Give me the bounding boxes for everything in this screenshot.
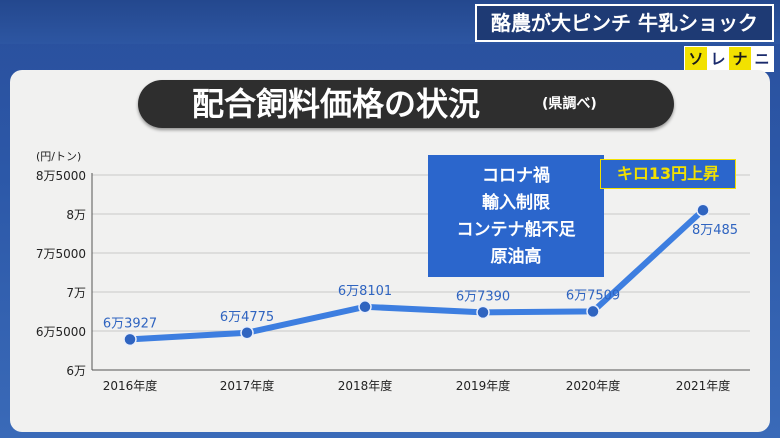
news-title: 酪農が大ピンチ 牛乳ショック bbox=[475, 4, 774, 42]
price-rise-badge: キロ13円上昇 bbox=[600, 159, 736, 189]
y-tick-label: 7万 bbox=[66, 286, 86, 300]
line-chart: 6万 6万5000 7万 7万5000 8万 8万5000 (円/トン) 2016年度 2017… bbox=[36, 150, 750, 393]
data-point bbox=[358, 300, 372, 314]
logo-char-3: ナ bbox=[729, 47, 751, 71]
reason-item: 原油高 bbox=[490, 247, 542, 267]
data-label: 6万8101 bbox=[338, 284, 392, 299]
y-unit-label: (円/トン) bbox=[36, 150, 81, 163]
reason-item: コロナ禍 bbox=[482, 166, 550, 186]
data-label: 6万7390 bbox=[456, 289, 510, 304]
reason-item: コンテナ船不足 bbox=[456, 220, 576, 240]
panel-title: 配合飼料価格の状況 bbox=[192, 85, 481, 123]
data-point bbox=[696, 203, 710, 217]
panel-title-pill: 配合飼料価格の状況 (県調べ) bbox=[138, 80, 674, 128]
x-tick-label: 2016年度 bbox=[103, 378, 158, 393]
logo-char-4: ニ bbox=[751, 47, 773, 71]
x-tick-label: 2020年度 bbox=[566, 378, 621, 393]
reasons-box: コロナ禍 輸入制限 コンテナ船不足 原油高 bbox=[428, 155, 604, 277]
y-tick-label: 8万5000 bbox=[36, 169, 86, 183]
reason-item: 輸入制限 bbox=[482, 193, 550, 213]
data-label: 8万485 bbox=[692, 223, 738, 238]
data-label: 6万3927 bbox=[103, 316, 157, 331]
x-tick-label: 2017年度 bbox=[220, 378, 275, 393]
panel-source: (県調べ) bbox=[542, 96, 597, 112]
data-label: 6万4775 bbox=[220, 310, 274, 325]
data-label: 6万7509 bbox=[566, 288, 620, 303]
data-point bbox=[586, 304, 600, 319]
x-tick-label: 2018年度 bbox=[338, 378, 393, 393]
logo-char-1: ソ bbox=[685, 47, 707, 71]
y-tick-label: 8万 bbox=[66, 208, 86, 222]
y-tick-label: 6万 bbox=[66, 364, 86, 378]
y-tick-label: 6万5000 bbox=[36, 325, 86, 339]
series-line bbox=[127, 207, 706, 343]
data-point bbox=[240, 326, 254, 340]
x-tick-label: 2019年度 bbox=[456, 378, 511, 393]
x-tick-label: 2021年度 bbox=[676, 378, 731, 393]
y-tick-label: 7万5000 bbox=[36, 247, 86, 261]
data-point bbox=[123, 332, 137, 347]
header-bar: 酪農が大ピンチ 牛乳ショック bbox=[0, 0, 780, 44]
program-logo: ソ レ ナ ニ bbox=[684, 46, 774, 72]
logo-char-2: レ bbox=[707, 47, 729, 71]
data-point bbox=[476, 305, 490, 320]
chart-board: 配合飼料価格の状況 (県調べ) 6万 6万5000 7万 7万5000 8万 8万5000… bbox=[10, 70, 770, 432]
